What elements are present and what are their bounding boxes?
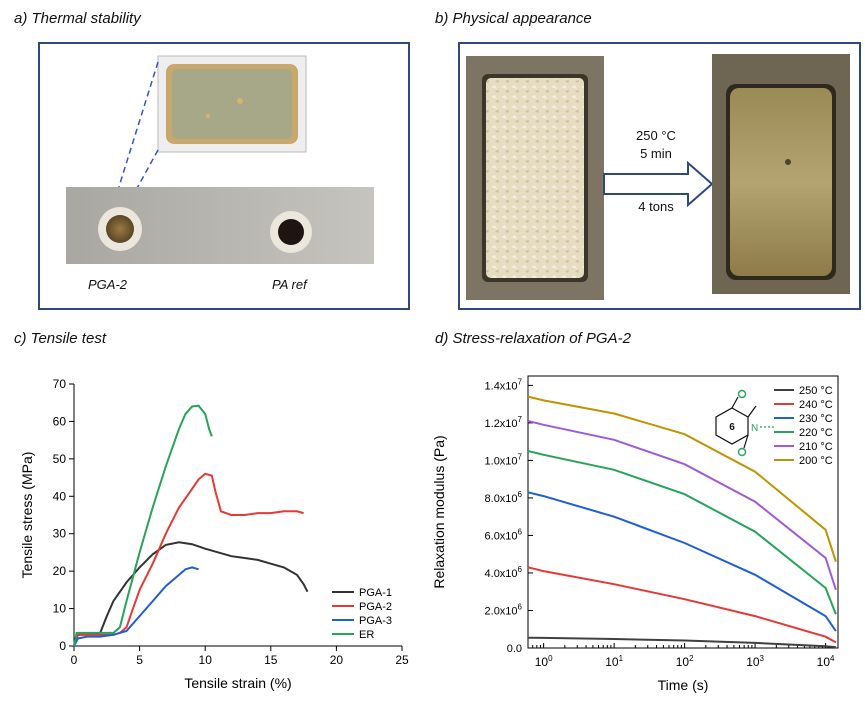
x-tick-label: 10 [199,653,213,667]
series-line-pga-1 [73,541,309,647]
legend-label: 230 °C [799,413,833,425]
series-line-230c [527,491,837,632]
glutarimide-structure-icon: 6 N [715,389,775,457]
series-line-200c [527,395,837,563]
label-pga2: PGA-2 [88,277,128,292]
thermal-stability-photo: PGA-2 PA ref [66,55,374,292]
zoom-line [123,149,159,213]
y-tick-label: 30 [53,527,67,541]
panel-b-frame: 250 °C 5 min 4 tons [458,42,861,310]
zoom-line [111,61,159,210]
series-line-pga-2 [73,472,304,647]
y-tick-label: 1.0x107 [485,452,523,467]
panel-c-title: c) Tensile test [14,330,106,347]
sample-spot [785,159,791,165]
y-tick-label: 4.0x106 [485,565,523,580]
legend-label: ER [359,629,374,641]
series-line-220c [527,450,837,615]
y-tick-label: 2.0x106 [485,602,523,617]
y-tick-label: 0.0 [507,643,522,655]
stress-relaxation-chart: 100 101 102 103 104 0.0 2.0x106 4.0x106 6.0x106 8… [431,375,839,693]
legend-label: 250 °C [799,385,833,397]
y-tick-label: 20 [53,564,67,578]
ring-size-label: 6 [729,422,735,433]
nitrogen-atom-label: N [751,423,758,434]
oxygen-top [737,389,747,399]
x-tick-label: 103 [746,654,764,669]
condition-temperature: 250 °C [636,128,676,143]
tensile-y-axis-label: Tensile stress (MPa) [19,452,35,579]
legend-label: 240 °C [799,399,833,411]
y-tick-label: 50 [53,452,67,466]
inset-sample-surface [172,69,292,139]
y-tick-label: 8.0x106 [485,490,523,505]
panel-a-title: a) Thermal stability [14,10,141,27]
series-line-210c [527,420,837,591]
x-tick-label: 102 [676,654,694,669]
x-tick-label: 5 [136,653,143,667]
y-tick-label: 60 [53,414,67,428]
legend-label: 220 °C [799,427,833,439]
inset-spot [237,98,243,104]
x-tick-label: 0 [71,653,78,667]
panel-a-frame: PGA-2 PA ref [38,42,410,310]
y-tick-label: 0 [59,639,66,653]
x-tick-label: 104 [817,654,835,669]
tensile-x-axis-label: Tensile strain (%) [184,675,291,691]
powder-sample [486,78,584,278]
oxygen-bottom [737,447,747,457]
series-line-er [73,404,213,647]
panel-b-title: b) Physical appearance [435,10,592,27]
series-line-250c [527,636,836,649]
x-tick-label: 100 [535,654,553,669]
panel-d-title: d) Stress-relaxation of PGA-2 [435,330,631,347]
relaxation-plot-frame [527,375,839,649]
condition-pressure: 4 tons [638,199,674,214]
y-tick-label: 70 [53,377,67,391]
legend-label: 210 °C [799,441,833,453]
y-tick-label: 1.4x107 [485,377,523,392]
physical-appearance-photo: 250 °C 5 min 4 tons [466,54,850,300]
inset-spot [206,114,210,118]
series-line-pga-3 [73,566,199,647]
y-tick-label: 40 [53,489,67,503]
condition-time: 5 min [640,146,672,161]
legend-label: PGA-1 [359,587,392,599]
tensile-test-chart: 0 5 10 15 20 25 0 10 20 30 40 50 60 70 PGA-1 PGA-2 PGA-… [19,377,409,691]
relaxation-x-axis-label: Time (s) [658,677,709,693]
y-tick-label: 10 [53,602,67,616]
relaxation-y-axis-label: Relaxation modulus (Pa) [431,435,447,588]
x-tick-label: 15 [264,653,278,667]
sample-pga2 [106,215,134,243]
series-line-240c [527,566,837,644]
legend-label: PGA-2 [359,601,392,613]
legend-label: 200 °C [799,455,833,467]
molten-sample [730,88,832,276]
x-tick-label: 101 [605,654,623,669]
sample-pa [278,219,304,245]
y-tick-label: 6.0x106 [485,527,523,542]
label-pa-ref: PA ref [272,277,308,292]
process-arrow-icon [603,160,714,208]
y-tick-label: 1.2x107 [485,415,523,430]
x-tick-label: 20 [330,653,344,667]
legend-label: PGA-3 [359,615,392,627]
x-tick-label: 25 [395,653,409,667]
